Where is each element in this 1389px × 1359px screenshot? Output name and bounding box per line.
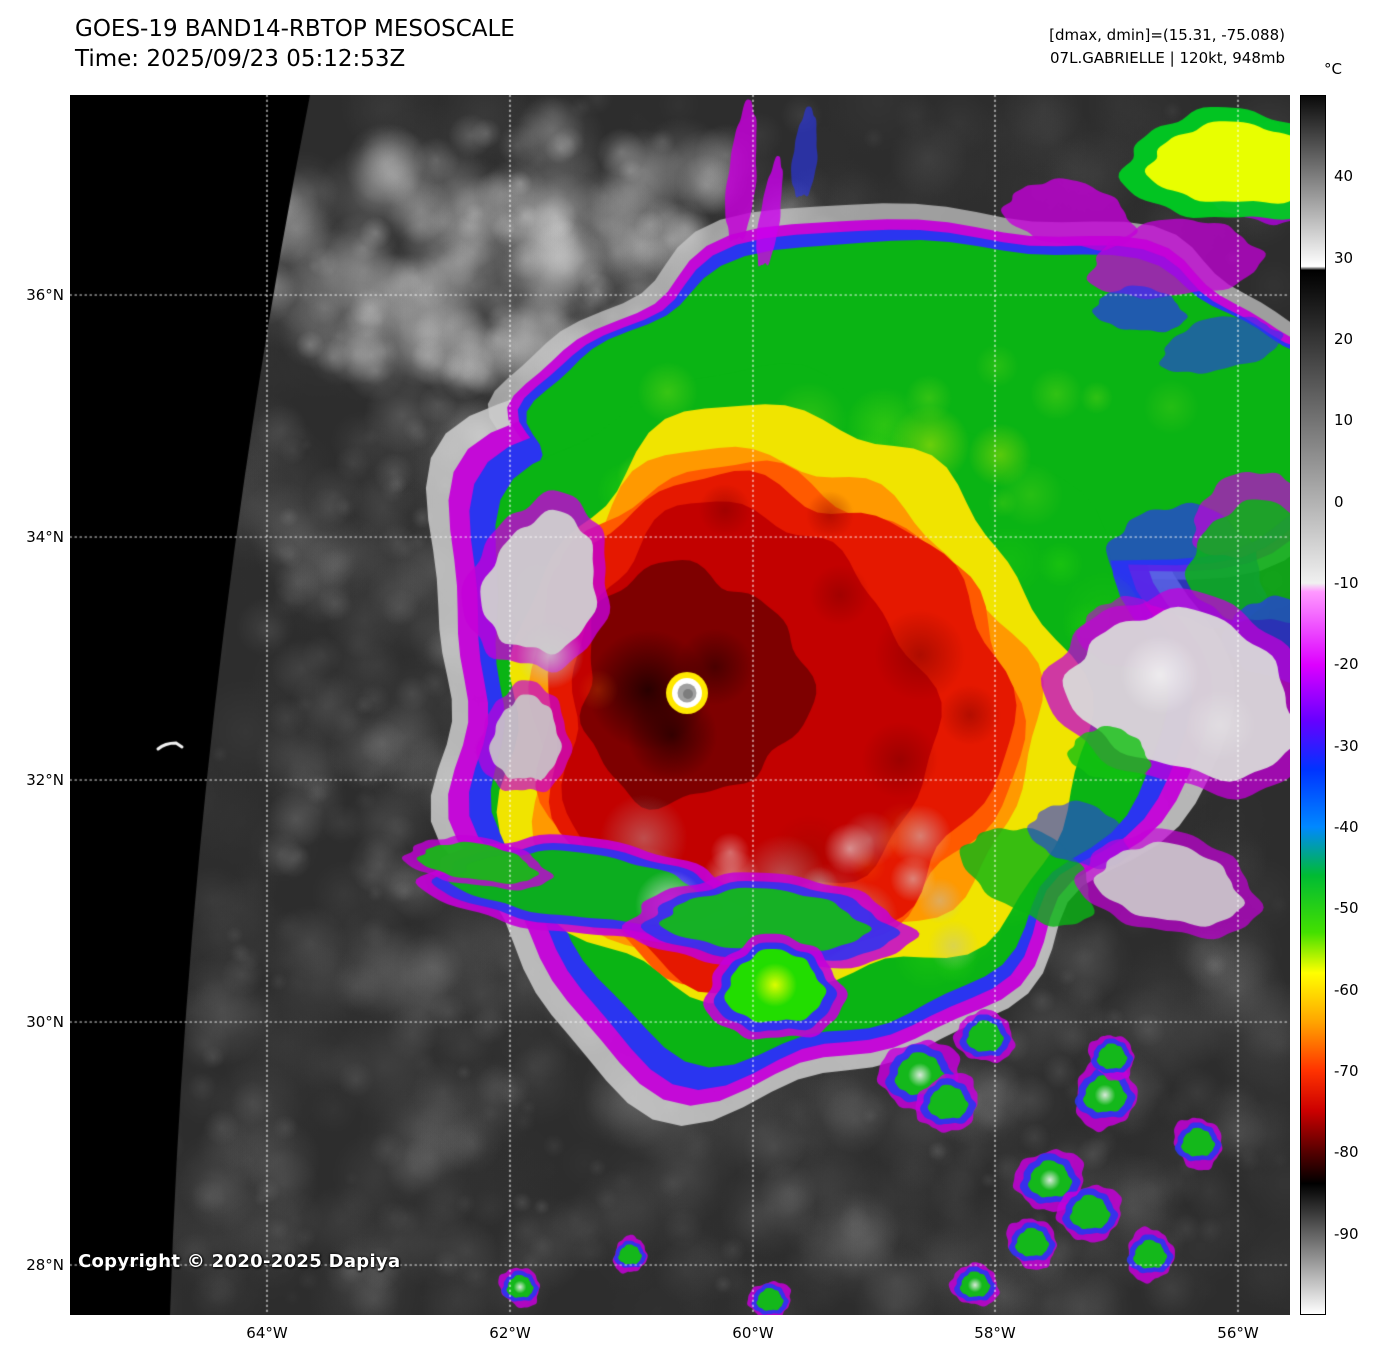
lon-label: 60°W xyxy=(732,1324,774,1342)
colorbar-tick: 20 xyxy=(1334,330,1354,348)
lat-label: 36°N xyxy=(26,286,64,304)
timestamp: Time: 2025/09/23 05:12:53Z xyxy=(75,46,406,73)
lat-label: 30°N xyxy=(26,1013,64,1031)
colorbar-tick: -70 xyxy=(1334,1062,1359,1080)
colorbar-tick: -40 xyxy=(1334,818,1359,836)
colorbar-tick: 10 xyxy=(1334,411,1354,429)
page-title: GOES-19 BAND14-RBTOP MESOSCALE xyxy=(75,16,515,42)
header: GOES-19 BAND14-RBTOP MESOSCALE Time: 202… xyxy=(75,14,515,75)
colorbar-tick: -90 xyxy=(1334,1225,1359,1243)
colorbar-tick: -20 xyxy=(1334,655,1359,673)
lat-label: 28°N xyxy=(26,1256,64,1274)
satellite-image-canvas xyxy=(70,95,1290,1315)
lon-label: 56°W xyxy=(1217,1324,1259,1342)
lon-label: 64°W xyxy=(246,1324,288,1342)
lat-label: 34°N xyxy=(26,528,64,546)
colorbar-tick: 30 xyxy=(1334,249,1354,267)
lon-label: 58°W xyxy=(974,1324,1016,1342)
satellite-map: Copyright © 2020-2025 Dapiya xyxy=(70,95,1290,1315)
colorbar-tick: 0 xyxy=(1334,493,1344,511)
colorbar-unit-label: °C xyxy=(1324,60,1342,78)
colorbar-tick: -60 xyxy=(1334,981,1359,999)
lon-label: 62°W xyxy=(489,1324,531,1342)
copyright-label: Copyright © 2020-2025 Dapiya xyxy=(78,1251,401,1272)
colorbar-tick: -50 xyxy=(1334,899,1359,917)
storm-id-label: 07L.GABRIELLE | 120kt, 948mb xyxy=(1050,49,1285,68)
colorbar-tick: -80 xyxy=(1334,1143,1359,1161)
colorbar-tick: -10 xyxy=(1334,574,1359,592)
lat-label: 32°N xyxy=(26,771,64,789)
colorbar-tick: 40 xyxy=(1334,167,1354,185)
data-range-label: [dmax, dmin]=(15.31, -75.088) xyxy=(1049,26,1285,44)
storm-info: [dmax, dmin]=(15.31, -75.088) 07L.GABRIE… xyxy=(1049,24,1285,71)
temperature-colorbar xyxy=(1300,95,1326,1315)
colorbar-tick: -30 xyxy=(1334,737,1359,755)
